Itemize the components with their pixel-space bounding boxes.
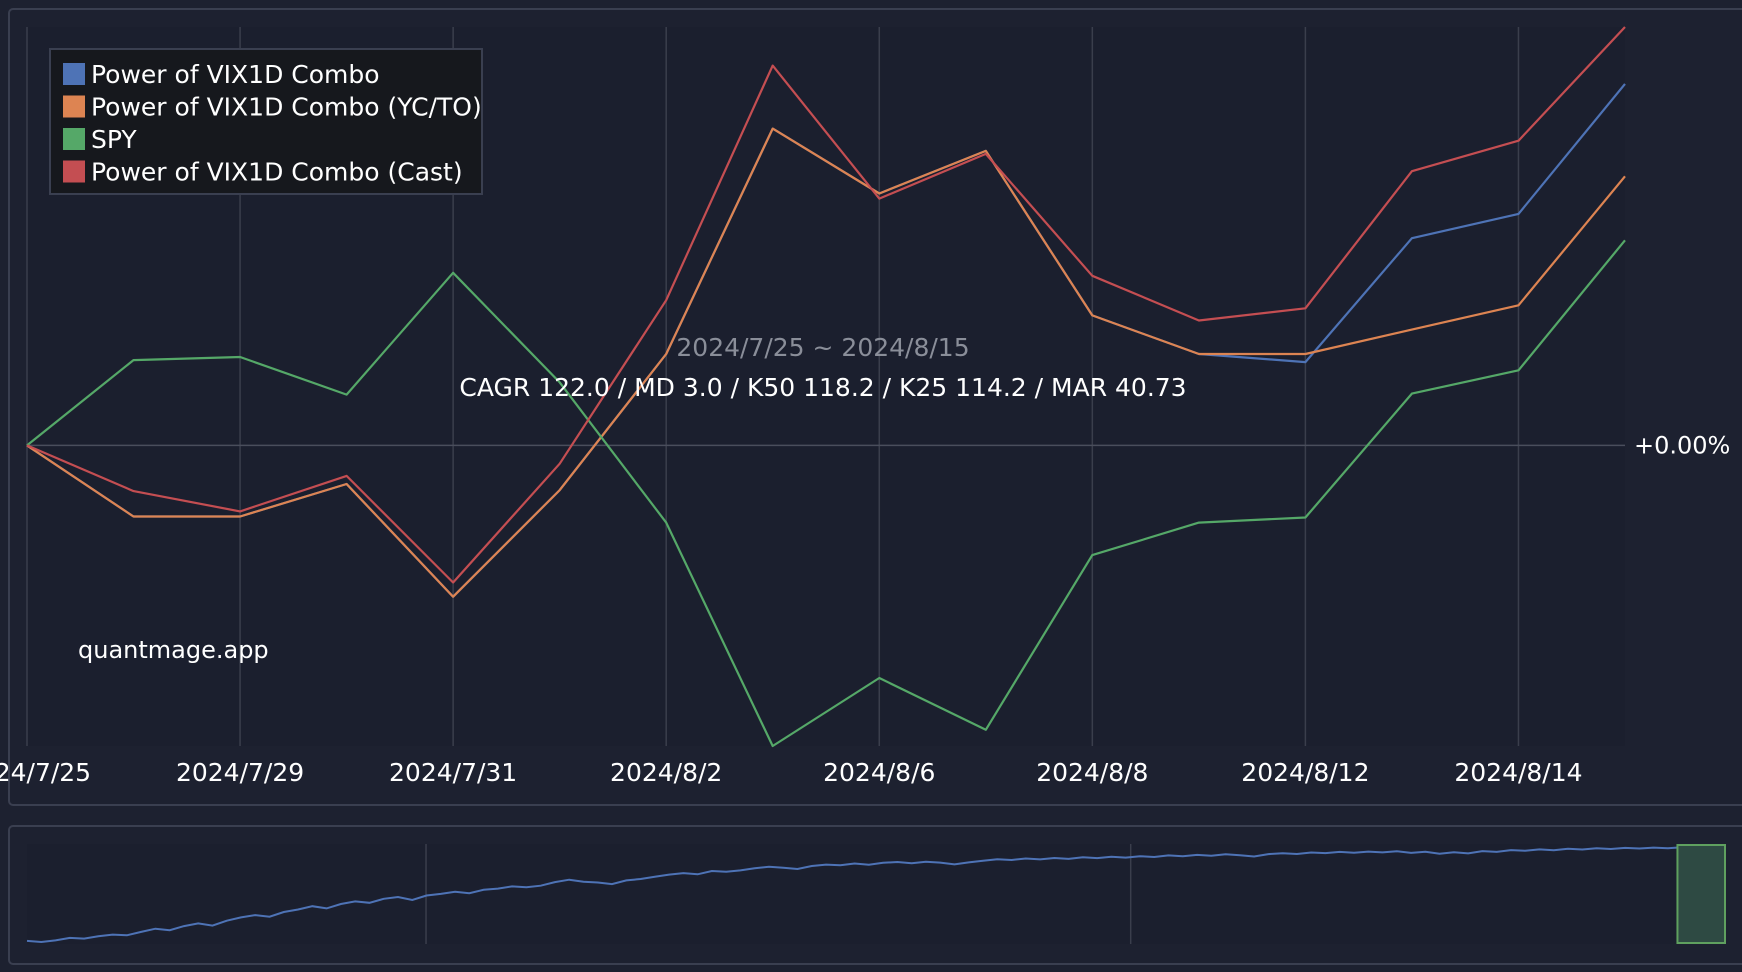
series-lines: [26, 26, 1626, 748]
y-reference-label: +0.00%: [1634, 431, 1730, 459]
legend-label: Power of VIX1D Combo: [91, 60, 380, 89]
navigator-panel: [8, 825, 1742, 965]
legend-swatch: [63, 160, 85, 183]
x-tick-label: 2024/7/31: [389, 758, 517, 787]
x-tick-label: 2024/8/8: [1036, 758, 1148, 787]
legend-swatch: [63, 63, 85, 85]
x-tick-label: 2024/8/6: [823, 758, 935, 787]
chart-subtitle: CAGR 122.0 / MD 3.0 / K50 118.2 / K25 11…: [459, 373, 1186, 402]
navigator-grid-lines: [425, 844, 1132, 944]
grid-lines: [26, 27, 1520, 746]
series-line: [26, 26, 1626, 584]
legend-swatch: [63, 128, 85, 150]
x-tick-label: 2024/8/14: [1454, 758, 1582, 787]
x-tick-label: 2024/7/29: [176, 758, 304, 787]
main-chart-panel: [8, 8, 1742, 806]
legend-label: Power of VIX1D Combo (Cast): [91, 158, 463, 187]
series-line: [26, 127, 1626, 598]
legend-box: [49, 48, 483, 195]
navigator-selection-window[interactable]: [1676, 844, 1727, 944]
legend-swatch: [63, 95, 85, 118]
navigator-plot-area[interactable]: [27, 844, 1725, 944]
x-tick-label: 2024/8/12: [1241, 758, 1369, 787]
x-axis-tick-labels: 2024/7/25 2024/7/29 2024/7/31 2024/8/2 2024/…: [0, 758, 1583, 787]
chart-title: 2024/7/25 ~ 2024/8/15: [676, 333, 969, 362]
legend-label: SPY: [91, 125, 137, 154]
navigator-series-line: [26, 845, 1726, 944]
series-line: [26, 239, 1626, 748]
legend-label: Power of VIX1D Combo (YC/TO): [91, 93, 482, 122]
legend-items: Power of VIX1D Combo Power of VIX1D Combo…: [63, 60, 482, 187]
legend: Power of VIX1D Combo Power of VIX1D Combo…: [49, 48, 483, 195]
x-tick-label: 2024/7/25: [0, 758, 91, 787]
x-tick-label: 2024/8/2: [610, 758, 722, 787]
watermark-label: quantmage.app: [78, 636, 269, 664]
